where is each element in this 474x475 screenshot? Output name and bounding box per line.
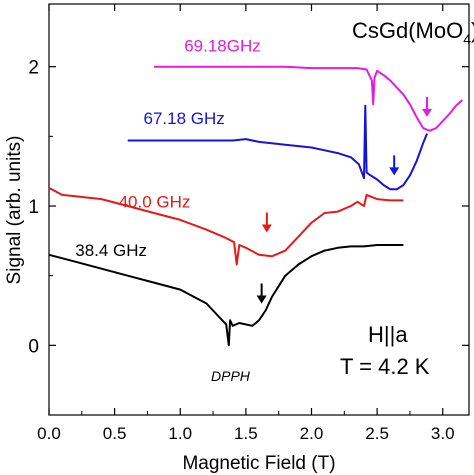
orientation-annotation: H||a <box>368 322 408 347</box>
y-tick-label: 2 <box>28 58 39 79</box>
series-group: 67.18 GHz <box>127 104 428 191</box>
x-tick-label: 2.0 <box>300 424 324 443</box>
y-tick-label: 0 <box>28 336 39 357</box>
series-label: 69.18GHz <box>184 36 261 55</box>
series-line <box>48 187 404 266</box>
resonance-arrow-head <box>261 224 272 233</box>
series-line <box>154 65 464 132</box>
x-tick-label: 3.0 <box>431 424 455 443</box>
x-tick-label: 0.5 <box>103 424 127 443</box>
x-tick-label: 1.5 <box>234 424 258 443</box>
resonance-arrow-head <box>256 295 267 304</box>
series-label: 38.4 GHz <box>75 241 147 260</box>
series-group: 69.18GHz <box>154 36 464 132</box>
series-group: 38.4 GHz <box>48 241 404 347</box>
y-axis-label: Signal (arb. units) <box>4 136 25 285</box>
axis-ticks: 0.0 0.5 1.0 1.5 2.0 2.5 3.0 0 1 2 <box>28 4 469 443</box>
temperature-annotation: T = 4.2 K <box>340 354 430 379</box>
series-line <box>48 244 404 347</box>
y-tick-label: 1 <box>28 197 39 218</box>
chart-title: CsGd(MoO4)2 <box>352 18 474 47</box>
series-layer: 69.18GHz 67.18 GHz 40.0 GHz 38.4 GHz <box>48 36 464 347</box>
x-tick-label: 1.0 <box>168 424 192 443</box>
x-axis-label: Magnetic Field (T) <box>182 453 335 474</box>
series-label: 40.0 GHz <box>119 192 191 211</box>
x-tick-label: 2.5 <box>365 424 389 443</box>
series-line <box>127 104 428 191</box>
resonance-arrow-head <box>422 108 432 117</box>
series-label: 67.18 GHz <box>144 109 225 128</box>
plot-frame <box>48 3 470 416</box>
dpph-annotation: DPPH <box>211 368 251 384</box>
resonance-arrow-head <box>389 167 400 176</box>
x-tick-label: 0.0 <box>37 424 61 443</box>
series-group: 40.0 GHz <box>48 187 404 266</box>
